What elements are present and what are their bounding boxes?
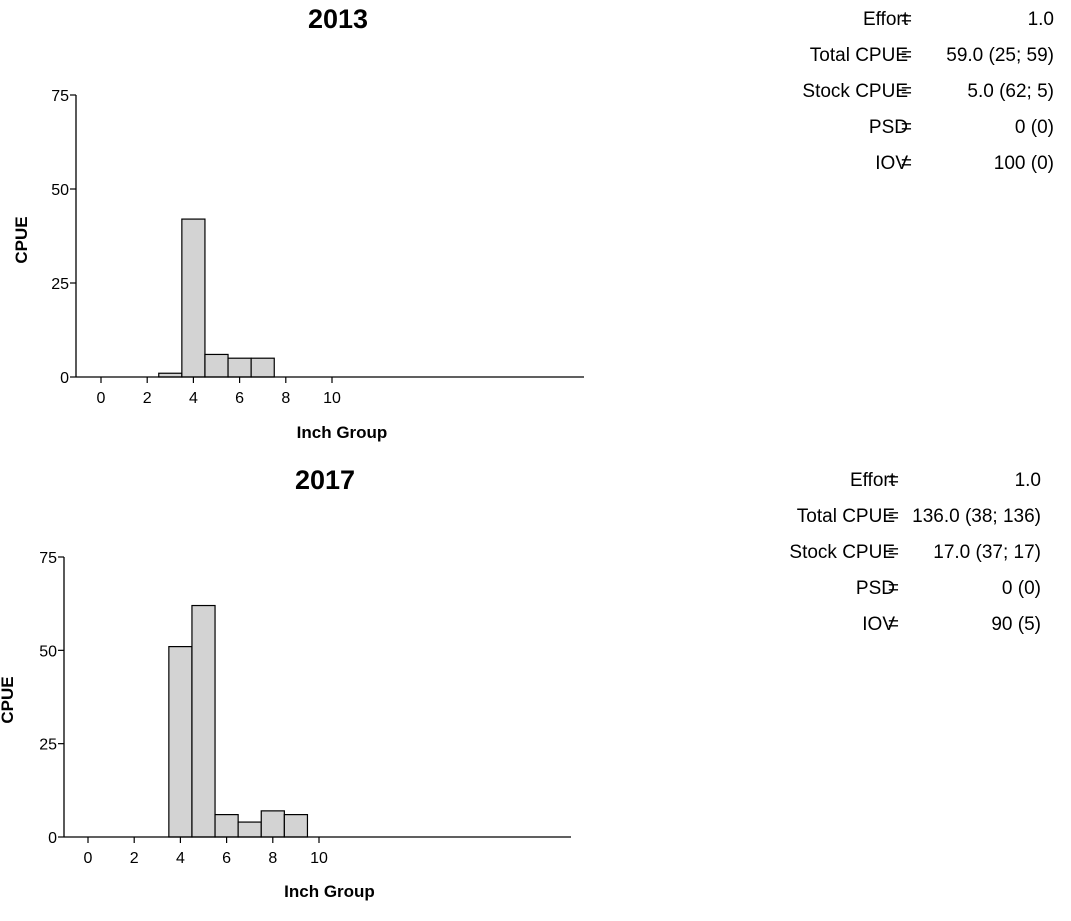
x-tick-label: 4 — [189, 390, 198, 407]
stat-row-total-cpue: Total CPUE = 136.0 (38; 136) — [711, 505, 1041, 541]
y-tick-label: 0 — [60, 370, 69, 387]
histogram-chart: 0 25 50 75 0 2 4 6 8 10 Inch Group CPUE — [12, 88, 584, 442]
x-tick-label: 10 — [323, 390, 341, 407]
bar — [260, 810, 285, 838]
bar — [181, 218, 206, 378]
y-tick-label: 75 — [51, 88, 69, 105]
stats-table: Effort = 1.0 Total CPUE = 136.0 (38; 136) … — [711, 469, 1041, 649]
stat-equals: = — [900, 45, 912, 66]
x-tick-label: 0 — [97, 390, 106, 407]
x-tick-label: 6 — [222, 850, 231, 867]
stat-value: 0 (0) — [1014, 117, 1054, 138]
stat-label: IOV — [862, 614, 895, 635]
stat-equals: = — [887, 506, 899, 527]
stat-label: PSD — [868, 117, 908, 138]
y-tick-label: 0 — [48, 830, 57, 847]
stat-row-effort: Effort = 1.0 — [711, 469, 1041, 505]
bar — [191, 604, 216, 838]
x-tick-label: 8 — [281, 390, 290, 407]
stat-label: PSD — [855, 578, 895, 599]
stat-row-effort: Effort = 1.0 — [724, 8, 1054, 44]
stat-equals: = — [900, 117, 912, 138]
x-tick-label: 2 — [143, 390, 152, 407]
x-tick-label: 0 — [84, 850, 93, 867]
stat-value: 1.0 — [1027, 9, 1054, 30]
chart-title: 2013 — [307, 4, 369, 34]
histogram-chart: 0 25 50 75 0 2 4 6 8 10 Inch Group CPUE — [0, 550, 571, 901]
stat-equals: = — [887, 470, 899, 491]
stat-row-stock-cpue: Stock CPUE = 5.0 (62; 5) — [724, 80, 1054, 116]
x-tick-label: 10 — [310, 850, 328, 867]
x-tick-label: 2 — [130, 850, 139, 867]
stat-value: 5.0 (62; 5) — [967, 81, 1054, 102]
stat-label: Stock CPUE — [789, 542, 895, 563]
bar — [204, 353, 229, 378]
y-axis-label: CPUE — [0, 676, 17, 723]
stat-value: 1.0 — [1014, 470, 1041, 491]
x-axis-label: Inch Group — [297, 423, 388, 442]
stat-label: IOV — [875, 153, 908, 174]
stat-label: Stock CPUE — [802, 81, 908, 102]
y-tick-label: 50 — [39, 643, 57, 660]
stat-label: Effort — [849, 470, 895, 491]
y-tick-label: 50 — [51, 182, 69, 199]
stats-table: Effort = 1.0 Total CPUE = 59.0 (25; 59) St… — [724, 8, 1054, 188]
y-tick-label: 25 — [39, 737, 57, 754]
x-tick-label: 8 — [268, 850, 277, 867]
stat-value: 59.0 (25; 59) — [946, 45, 1054, 66]
bar — [250, 357, 275, 378]
x-axis-label: Inch Group — [284, 882, 375, 901]
stat-value: 136.0 (38; 136) — [912, 506, 1041, 527]
stat-equals: = — [887, 542, 899, 563]
stat-label: Total CPUE — [796, 506, 895, 527]
x-tick-label: 4 — [176, 850, 185, 867]
stat-value: 17.0 (37; 17) — [933, 542, 1041, 563]
stat-row-iov: IOV = 100 (0) — [724, 152, 1054, 188]
chart-panel-2013: 2013 0 25 50 75 0 2 4 6 8 10 Inch Group CPUE Effort… — [0, 0, 1071, 460]
stat-value: 100 (0) — [993, 153, 1054, 174]
stat-row-total-cpue: Total CPUE = 59.0 (25; 59) — [724, 44, 1054, 80]
stat-label: Total CPUE — [809, 45, 908, 66]
y-tick-label: 75 — [39, 550, 57, 567]
stat-equals: = — [900, 9, 912, 30]
bar — [237, 821, 262, 838]
stat-equals: = — [887, 614, 899, 635]
bar — [214, 814, 239, 838]
chart-title: 2017 — [294, 465, 356, 495]
stat-value: 90 (5) — [991, 614, 1041, 635]
x-tick-label: 6 — [235, 390, 244, 407]
y-tick-label: 25 — [51, 276, 69, 293]
bar — [168, 646, 193, 838]
bar — [283, 814, 309, 838]
y-axis-label: CPUE — [12, 216, 31, 263]
stat-label: Effort — [862, 9, 908, 30]
stat-equals: = — [900, 153, 912, 174]
stat-value: 0 (0) — [1001, 578, 1041, 599]
stat-row-psd: PSD = 0 (0) — [724, 116, 1054, 152]
stat-equals: = — [900, 81, 912, 102]
stat-row-iov: IOV = 90 (5) — [711, 613, 1041, 649]
chart-panel-2017: 2017 0 25 50 75 0 2 4 6 8 10 Inch Group CPUE Effort… — [0, 461, 1071, 921]
stat-row-psd: PSD = 0 (0) — [711, 577, 1041, 613]
stat-equals: = — [887, 578, 899, 599]
stat-row-stock-cpue: Stock CPUE = 17.0 (37; 17) — [711, 541, 1041, 577]
bar — [227, 357, 252, 378]
